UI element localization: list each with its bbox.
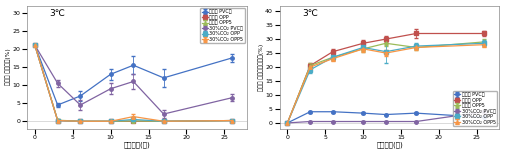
Legend: 무치리 PVC필, 무치리 OPP, 무치리 OPP5, 30%CO₂ PVC필, 30%CO₂ OPP, 30%CO₂ OPP5: 무치리 PVC필, 무치리 OPP, 무치리 OPP5, 30%CO₂ PVC필… [453, 91, 497, 126]
Y-axis label: 포장내 산소농도(%): 포장내 산소농도(%) [6, 49, 11, 85]
Text: 3℃: 3℃ [302, 9, 318, 18]
X-axis label: 저장기간(일): 저장기간(일) [376, 142, 403, 148]
Text: 3℃: 3℃ [49, 9, 65, 18]
Legend: 무치리 PVC필, 무치리 OPP, 무치리 OPP5, 30%CO₂ PVC필, 30%CO₂ OPP, 30%CO₂ OPP5: 무치리 PVC필, 무치리 OPP, 무치리 OPP5, 30%CO₂ PVC필… [200, 8, 244, 43]
Y-axis label: 포장내 이산화탄소농도(%): 포장내 이산화탄소농도(%) [258, 43, 264, 91]
X-axis label: 저장기간(일): 저장기간(일) [124, 142, 150, 148]
